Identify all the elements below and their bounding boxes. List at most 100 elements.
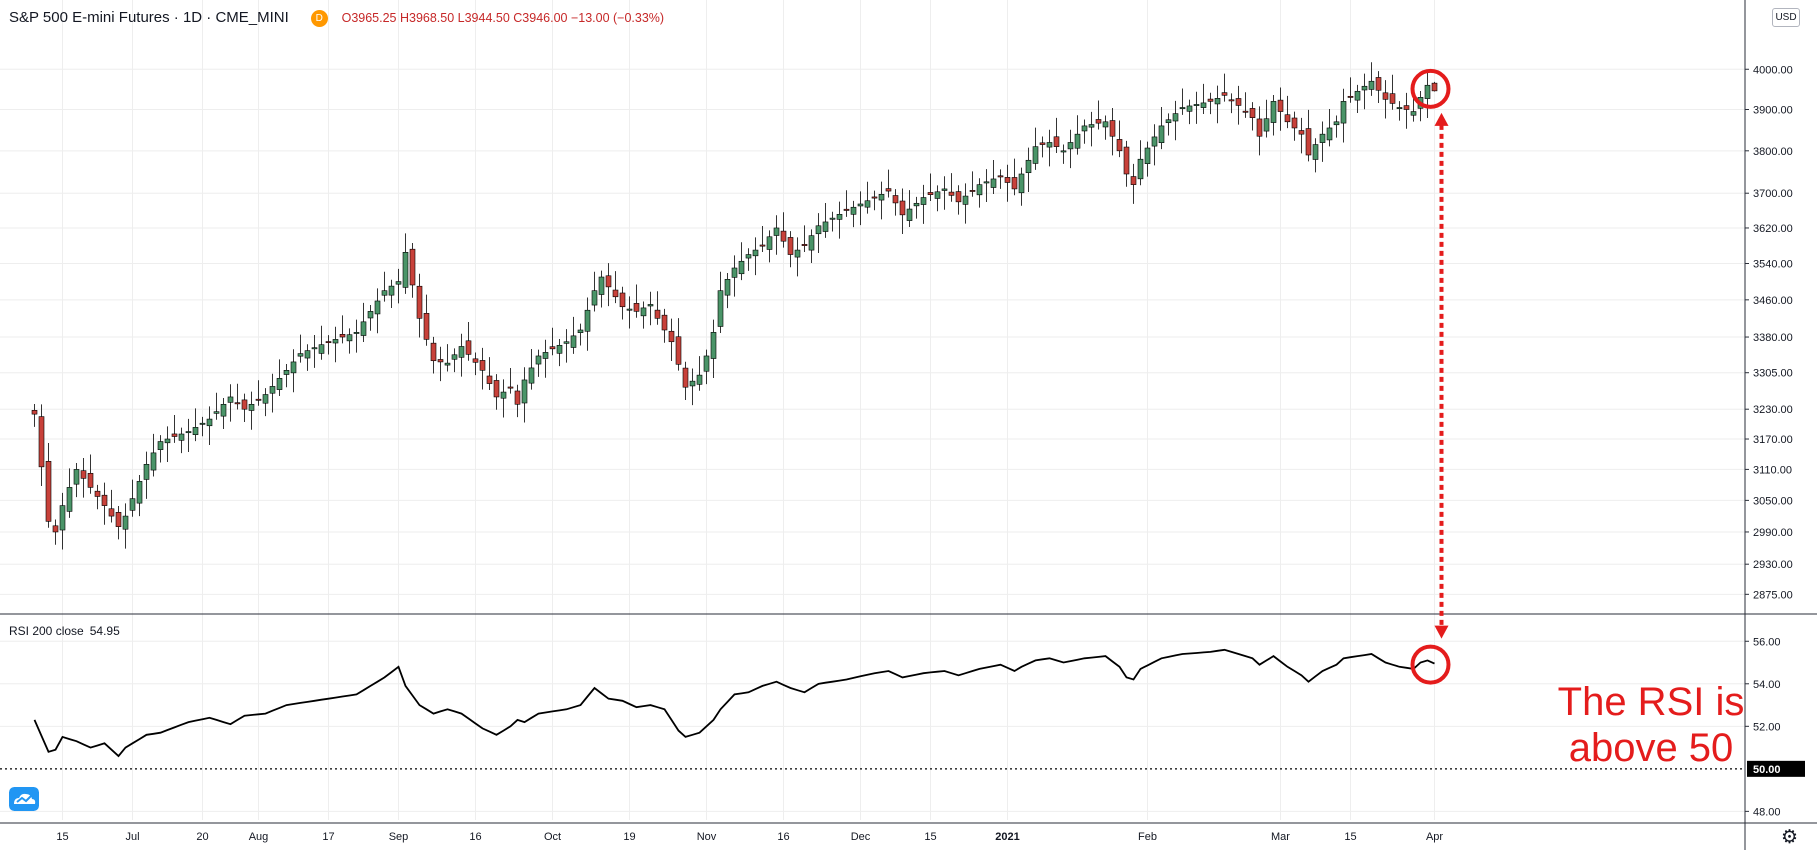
- annotation-line-2: above 50: [1568, 726, 1734, 770]
- candle-body: [661, 314, 668, 331]
- candle-body: [248, 403, 255, 411]
- candle-body: [283, 370, 290, 375]
- candle-body: [598, 276, 605, 295]
- candle-body: [745, 254, 752, 259]
- candle-body: [262, 394, 269, 404]
- candle-body: [990, 178, 997, 188]
- price-tick-label: 3460.00: [1753, 295, 1793, 307]
- time-tick-label: Dec: [851, 831, 871, 843]
- candle-body: [1319, 133, 1326, 143]
- rsi-line: [33, 648, 1435, 758]
- candle-body: [885, 188, 892, 192]
- candle-body: [367, 311, 374, 319]
- candle-body: [514, 390, 521, 405]
- time-tick-label: 15: [1344, 831, 1356, 843]
- candle-body: [920, 197, 927, 205]
- candle-body: [563, 341, 570, 344]
- candle-body: [59, 505, 66, 531]
- candle-body: [934, 191, 941, 199]
- symbol-title[interactable]: S&P 500 E-mini Futures · 1D · CME_MINI: [9, 9, 289, 26]
- interval-badge[interactable]: D: [310, 10, 328, 27]
- time-tick-label: Apr: [1426, 831, 1443, 843]
- candle-body: [444, 362, 451, 366]
- candle-body: [346, 334, 353, 342]
- candle-body: [80, 470, 87, 479]
- candle-body: [640, 307, 647, 317]
- candle-body: [997, 175, 1004, 178]
- arrow-head-down: [1434, 625, 1449, 639]
- candle-body: [66, 487, 73, 512]
- candle-body: [829, 217, 836, 220]
- candle-body: [1151, 136, 1158, 147]
- candle-body: [276, 378, 283, 390]
- candle-body: [1046, 142, 1053, 148]
- candle-body: [185, 431, 192, 434]
- candle-body: [87, 473, 94, 488]
- candle-body: [108, 508, 115, 517]
- rsi-value: 54.95: [89, 624, 120, 638]
- candle-body: [738, 260, 745, 275]
- candle-body: [1032, 146, 1039, 164]
- candle-body: [668, 330, 675, 343]
- candle-body: [759, 244, 766, 247]
- candle-body: [451, 354, 458, 360]
- candle-body: [871, 196, 878, 199]
- rsi-50-marker-label: 50.00: [1753, 764, 1781, 776]
- rsi-annotation: The RSI is above 50: [1520, 679, 1782, 771]
- candle-body: [542, 352, 549, 359]
- candle-body: [45, 461, 52, 522]
- candle-body: [52, 525, 59, 533]
- candle-body: [157, 441, 164, 450]
- candle-body: [339, 334, 346, 338]
- candle-body: [122, 515, 129, 530]
- candle-body: [773, 227, 780, 236]
- candle-body: [234, 402, 241, 405]
- candle-body: [73, 469, 80, 485]
- candle-body: [570, 335, 577, 348]
- candle-body: [710, 332, 717, 359]
- candle-body: [290, 361, 297, 374]
- gear-icon[interactable]: ⚙: [1781, 827, 1799, 848]
- rsi-title[interactable]: RSI 200 close: [9, 624, 84, 638]
- candle-body: [1249, 108, 1256, 118]
- tradingview-cloud-icon[interactable]: [9, 787, 39, 811]
- candle-body: [472, 358, 479, 363]
- candle-body: [927, 192, 934, 195]
- candle-body: [1004, 177, 1011, 183]
- candle-body: [1431, 82, 1438, 92]
- candle-body: [38, 416, 45, 468]
- candle-body: [395, 281, 402, 285]
- candle-body: [416, 285, 423, 319]
- candle-body: [1144, 147, 1151, 164]
- candle-body: [1081, 125, 1088, 132]
- candle-body: [1102, 121, 1109, 128]
- rsi-legend: RSI 200 close 54.95: [9, 624, 120, 638]
- candle-body: [213, 411, 220, 414]
- candle-body: [913, 202, 920, 207]
- candle-body: [164, 438, 171, 444]
- candle-body: [1172, 113, 1179, 122]
- candle-body: [899, 200, 906, 216]
- rsi-tick-label: 48.00: [1753, 806, 1781, 818]
- candle-body: [1186, 105, 1193, 112]
- price-tick-label: 3620.00: [1753, 223, 1793, 235]
- price-tick-label: 3540.00: [1753, 258, 1793, 270]
- candle-body: [318, 344, 325, 354]
- candle-body: [220, 403, 227, 417]
- candle-body: [1116, 139, 1123, 152]
- currency-badge[interactable]: USD: [1772, 8, 1800, 27]
- candle-body: [1326, 127, 1333, 141]
- candle-body: [682, 367, 689, 388]
- candle-body: [752, 249, 759, 257]
- candle-body: [150, 452, 157, 471]
- candle-body: [409, 248, 416, 286]
- candle-body: [381, 290, 388, 296]
- rsi-tick-label: 56.00: [1753, 636, 1781, 648]
- candle-body: [1179, 107, 1186, 109]
- candle-body: [948, 191, 955, 196]
- candle-body: [1354, 90, 1361, 101]
- candle-body: [836, 214, 843, 220]
- time-tick-label: Oct: [544, 831, 561, 843]
- candle-body: [1368, 80, 1375, 90]
